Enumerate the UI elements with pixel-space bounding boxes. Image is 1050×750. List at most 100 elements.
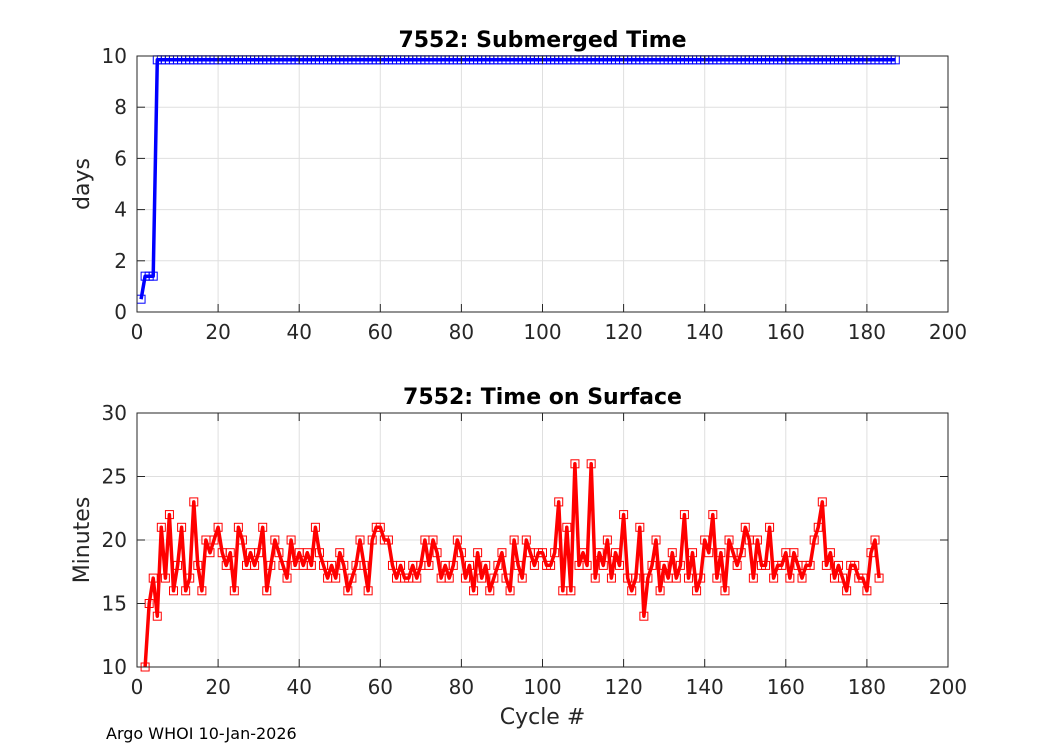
data-point-marker: [700, 535, 710, 545]
chart-title: 7552: Submerged Time: [398, 28, 686, 53]
data-point-marker: [164, 510, 174, 520]
data-point-marker: [485, 586, 495, 596]
data-point-marker: [671, 573, 681, 583]
data-point-marker: [173, 560, 183, 570]
y-tick-label: 15: [102, 592, 127, 616]
data-point-marker: [428, 535, 438, 545]
data-point-marker: [586, 459, 596, 469]
x-tick-label: 80: [449, 675, 474, 699]
x-tick-label: 120: [605, 675, 643, 699]
data-point-marker: [517, 573, 527, 583]
data-point-marker: [213, 522, 223, 532]
data-point-marker: [870, 535, 880, 545]
data-point-marker: [310, 522, 320, 532]
data-point-marker: [493, 560, 503, 570]
data-point-marker: [185, 573, 195, 583]
data-point-marker: [679, 510, 689, 520]
data-point-marker: [314, 548, 324, 558]
data-point-marker: [274, 548, 284, 558]
data-point-marker: [631, 573, 641, 583]
data-point-marker: [619, 510, 629, 520]
data-point-marker: [813, 522, 823, 532]
data-point-marker: [343, 586, 353, 596]
data-point-marker: [675, 560, 685, 570]
data-point-marker: [566, 586, 576, 596]
data-point-marker: [529, 560, 539, 570]
data-point-marker: [505, 586, 515, 596]
data-point-marker: [647, 560, 657, 570]
data-point-marker: [152, 611, 162, 621]
data-point-marker: [708, 510, 718, 520]
data-point-marker: [497, 548, 507, 558]
data-point-marker: [278, 560, 288, 570]
y-axis-label: days: [70, 158, 95, 210]
data-point-marker: [610, 548, 620, 558]
data-point-marker: [177, 522, 187, 532]
data-point-marker: [424, 560, 434, 570]
data-point-marker: [489, 573, 499, 583]
data-point-marker: [160, 573, 170, 583]
data-point-marker: [659, 560, 669, 570]
data-point-marker: [736, 548, 746, 558]
data-point-marker: [866, 548, 876, 558]
x-tick-label: 0: [131, 320, 144, 344]
data-point-marker: [521, 535, 531, 545]
data-point-marker: [627, 586, 637, 596]
x-tick-label: 100: [523, 320, 561, 344]
data-point-marker: [270, 535, 280, 545]
data-point-marker: [233, 522, 243, 532]
data-point-marker: [651, 535, 661, 545]
x-tick-label: 200: [929, 320, 967, 344]
data-point-marker: [797, 573, 807, 583]
data-point-marker: [732, 560, 742, 570]
data-point-marker: [825, 548, 835, 558]
data-point-marker: [254, 548, 264, 558]
data-point-marker: [546, 560, 556, 570]
y-axis-label: Minutes: [70, 497, 95, 584]
data-point-marker: [594, 548, 604, 558]
x-tick-label: 160: [767, 675, 805, 699]
data-point-marker: [444, 573, 454, 583]
y-tick-label: 0: [114, 300, 127, 324]
data-point-marker: [469, 586, 479, 596]
data-point-marker: [538, 548, 547, 558]
data-point-marker: [562, 522, 572, 532]
chart-title: 7552: Time on Surface: [403, 385, 682, 410]
data-point-marker: [302, 548, 312, 558]
data-point-marker: [809, 535, 819, 545]
data-point-marker: [286, 535, 296, 545]
data-point-marker: [582, 560, 592, 570]
x-tick-label: 40: [286, 320, 311, 344]
data-point-marker: [221, 560, 231, 570]
x-tick-label: 20: [205, 320, 230, 344]
data-point-marker: [598, 560, 608, 570]
data-point-marker: [448, 560, 458, 570]
x-tick-label: 140: [686, 320, 724, 344]
data-point-marker: [262, 586, 272, 596]
x-tick-label: 60: [368, 320, 393, 344]
x-tick-label: 180: [848, 320, 886, 344]
data-point-marker: [667, 548, 677, 558]
y-tick-label: 20: [102, 528, 127, 552]
data-point-marker: [712, 573, 722, 583]
y-tick-label: 10: [102, 44, 127, 68]
y-tick-label: 10: [102, 655, 127, 679]
x-tick-label: 140: [686, 675, 724, 699]
y-tick-label: 25: [102, 465, 127, 489]
data-point-marker: [205, 548, 215, 558]
data-point-marker: [602, 535, 612, 545]
data-point-marker: [359, 560, 369, 570]
data-point-marker: [363, 586, 373, 596]
data-point-marker: [570, 459, 580, 469]
data-point-marker: [874, 573, 884, 583]
data-point-marker: [724, 535, 734, 545]
data-point-marker: [716, 548, 726, 558]
data-point-marker: [367, 535, 377, 545]
data-point-marker: [481, 560, 491, 570]
data-point-marker: [858, 573, 868, 583]
data-point-marker: [144, 599, 154, 608]
data-point-marker: [193, 560, 203, 570]
data-point-marker: [225, 548, 235, 558]
data-point-marker: [331, 573, 341, 583]
